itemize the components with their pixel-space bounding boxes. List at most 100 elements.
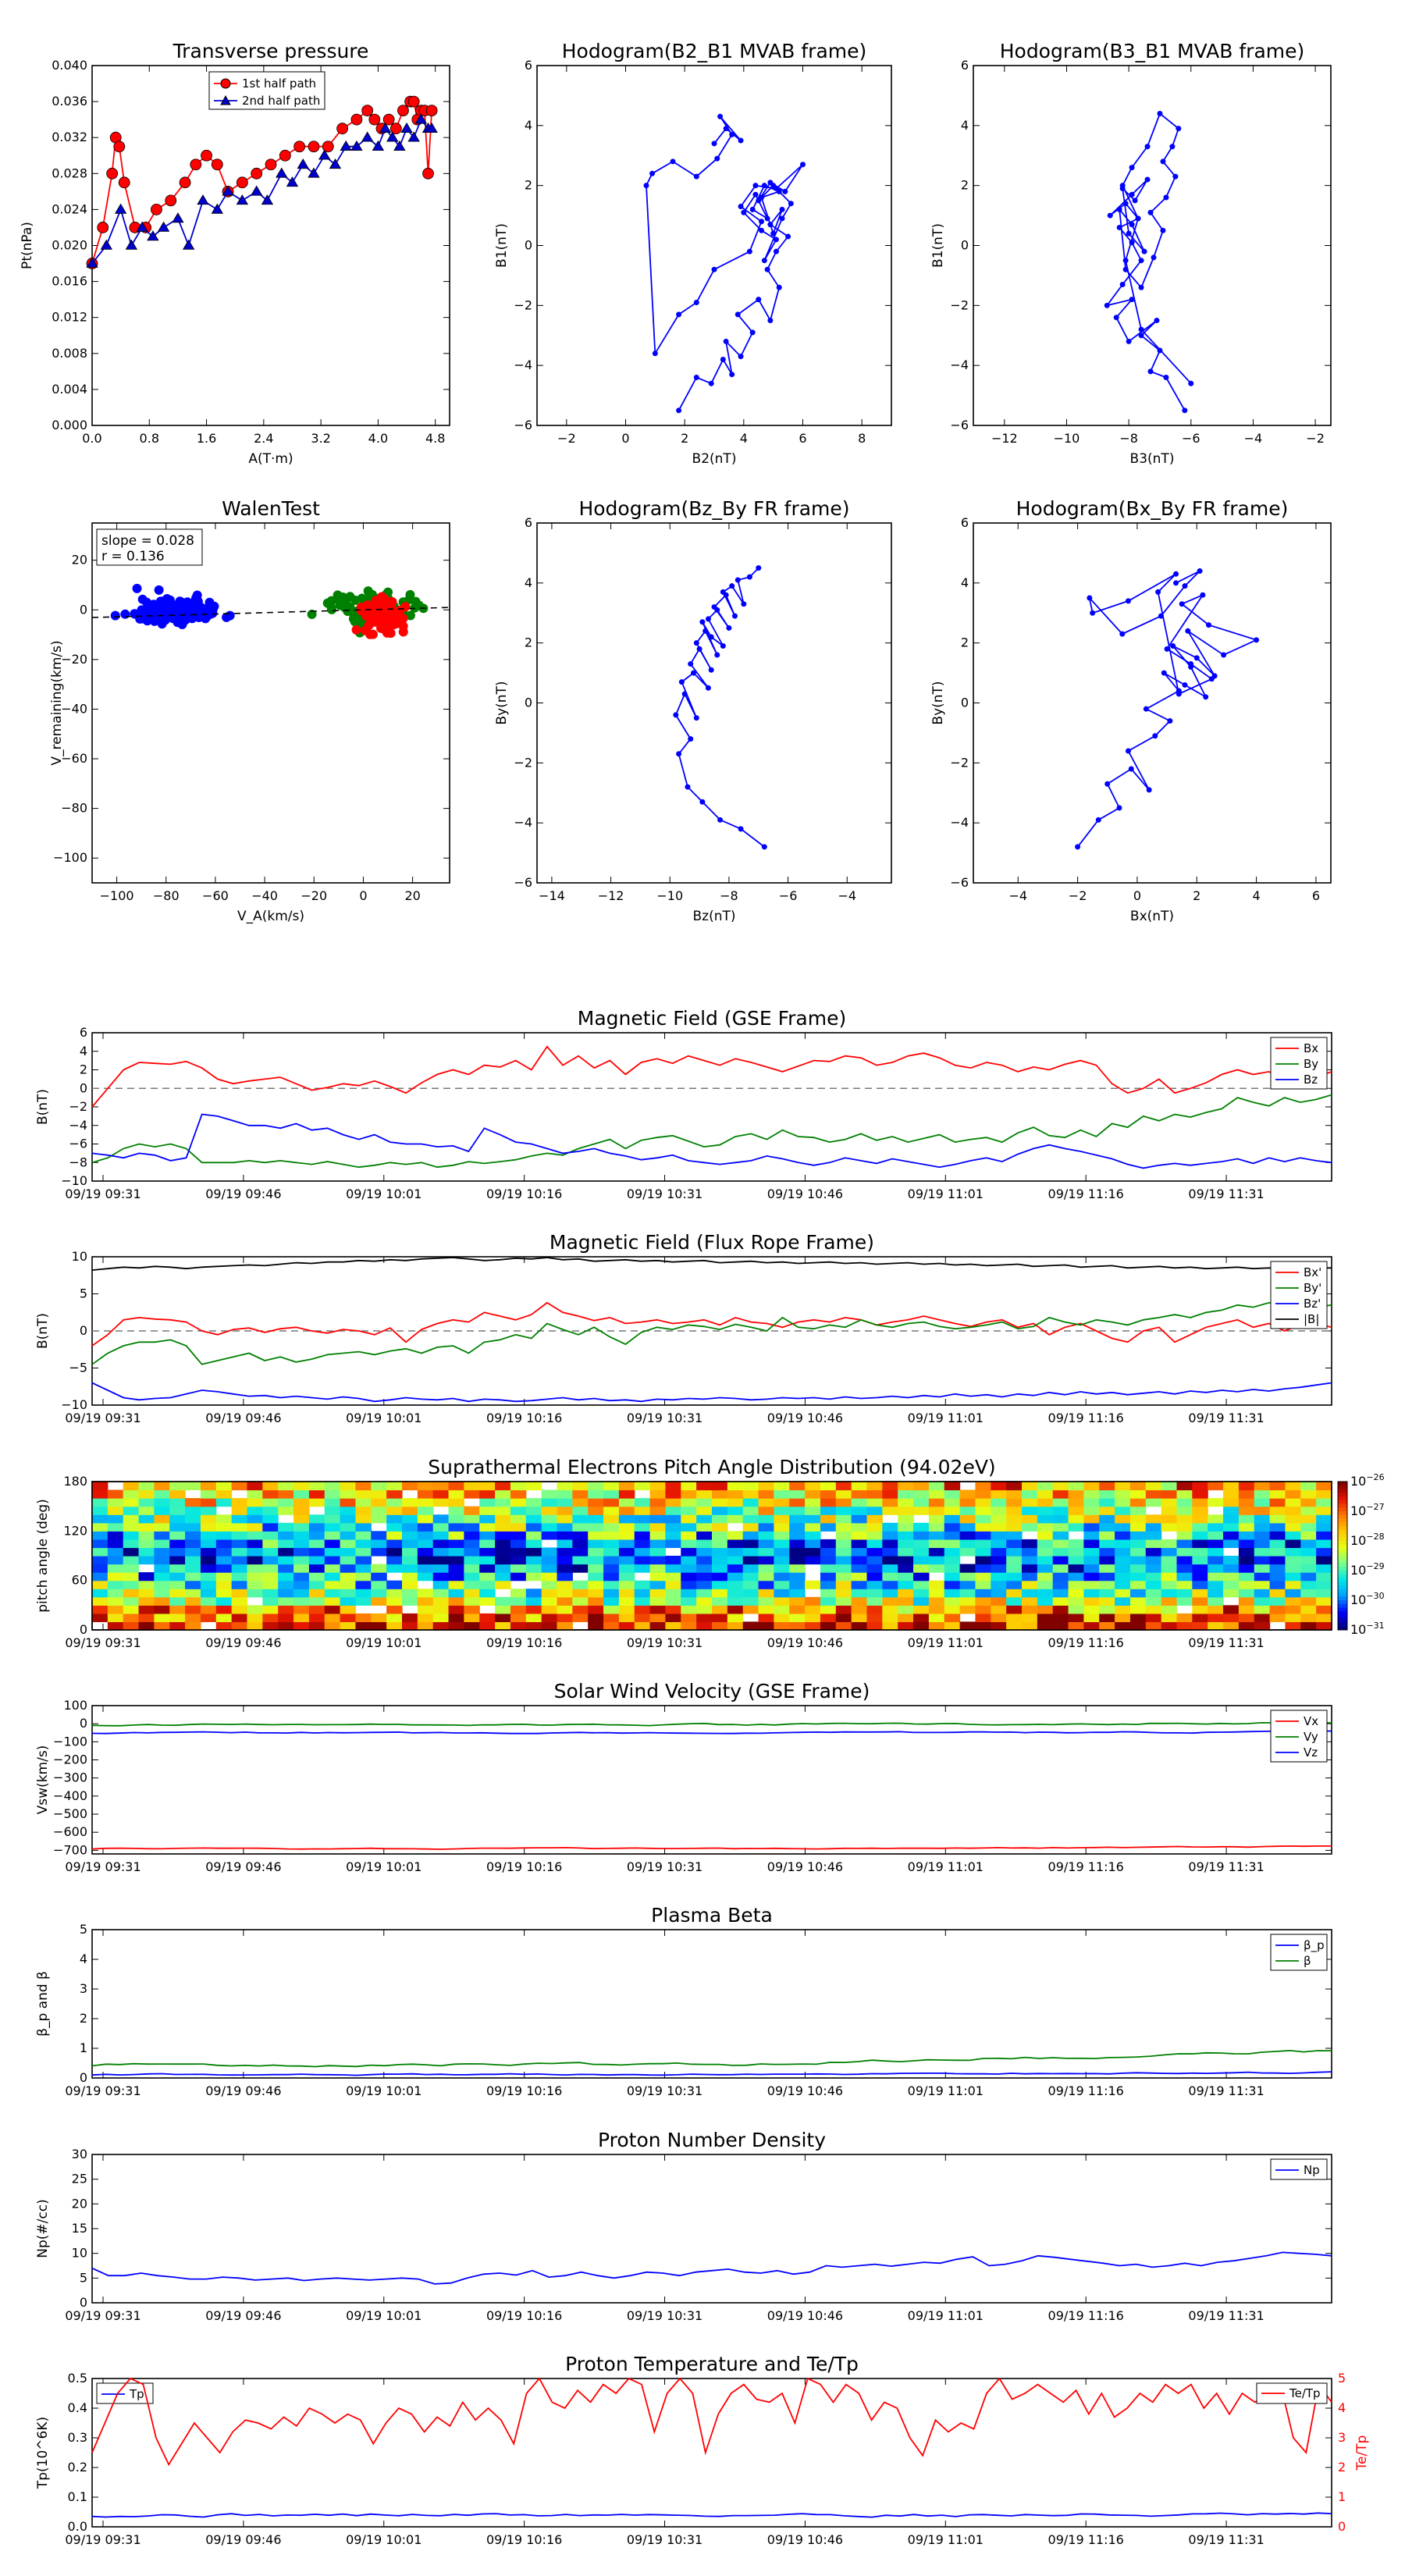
heatmap-cell: [649, 1482, 667, 1491]
heatmap-cell: [742, 1522, 759, 1532]
heatmap-cell: [866, 1514, 883, 1524]
data-point: [110, 610, 120, 621]
data-point: [1144, 176, 1151, 183]
data-point: [764, 215, 770, 222]
heatmap-cell: [107, 1580, 124, 1589]
heatmap-cell: [649, 1522, 667, 1532]
heatmap-cell: [123, 1506, 140, 1515]
heatmap-cell: [355, 1547, 372, 1557]
heatmap-cell: [712, 1482, 728, 1491]
heatmap-cell: [649, 1621, 667, 1631]
x-tick-label: 09/19 11:16: [1048, 2083, 1124, 2098]
heatmap-cell: [371, 1621, 387, 1631]
heatmap-cell: [525, 1482, 542, 1491]
heatmap-cell: [944, 1613, 961, 1623]
heatmap-cell: [107, 1605, 124, 1614]
heatmap-cell: [308, 1522, 325, 1532]
heatmap-cell: [123, 1498, 140, 1507]
heatmap-cell: [324, 1572, 341, 1582]
heatmap-cell: [1145, 1613, 1162, 1623]
heatmap-cell: [882, 1506, 898, 1515]
heatmap-cell: [510, 1605, 527, 1614]
heatmap-cell: [866, 1572, 883, 1582]
heatmap-cell: [1115, 1498, 1131, 1507]
colorbar-segment: [1338, 1600, 1347, 1605]
heatmap-cell: [154, 1482, 170, 1491]
heatmap-cell: [495, 1564, 511, 1573]
heatmap-cell: [247, 1498, 263, 1507]
data-point: [699, 799, 706, 805]
heatmap-cell: [588, 1531, 604, 1540]
heatmap-cell: [1022, 1489, 1038, 1499]
heatmap-cell: [479, 1572, 496, 1582]
heatmap-cell: [928, 1522, 945, 1532]
heatmap-cell: [525, 1531, 542, 1540]
data-point: [759, 227, 765, 233]
heatmap-cell: [123, 1531, 140, 1540]
heatmap-cell: [618, 1621, 635, 1631]
heatmap-cell: [495, 1522, 511, 1532]
heatmap-cell: [557, 1522, 573, 1532]
heatmap-cell: [1099, 1531, 1115, 1540]
heatmap-cell: [1208, 1482, 1224, 1491]
heatmap-cell: [991, 1539, 1007, 1549]
legend-label: Bz': [1304, 1297, 1321, 1311]
heatmap-cell: [851, 1572, 868, 1582]
heatmap-cell: [1316, 1539, 1332, 1549]
heatmap-cell: [417, 1489, 434, 1499]
heatmap-cell: [417, 1514, 434, 1524]
heatmap-cell: [1192, 1589, 1208, 1598]
heatmap-cell: [1254, 1589, 1271, 1598]
heatmap-cell: [278, 1522, 294, 1532]
heatmap-cell: [355, 1556, 372, 1565]
x-tick-label: −4: [1244, 431, 1263, 446]
y-tick-label: 0: [525, 238, 532, 253]
heatmap-cell: [898, 1514, 914, 1524]
heatmap-cell: [1115, 1596, 1131, 1606]
heatmap-cell: [448, 1506, 464, 1515]
heatmap-cell: [835, 1580, 852, 1589]
heatmap-cell: [1052, 1596, 1069, 1606]
y-tick-label: 0.5: [68, 2371, 87, 2386]
heatmap-cell: [975, 1556, 991, 1565]
heatmap-cell: [525, 1539, 542, 1549]
heatmap-cell: [495, 1489, 511, 1499]
x-tick-label: 09/19 11:01: [908, 1635, 984, 1650]
heatmap-cell: [805, 1547, 821, 1557]
data-point: [389, 123, 402, 135]
heatmap-cell: [1208, 1547, 1224, 1557]
heatmap-cell: [944, 1580, 961, 1589]
heatmap-cell: [340, 1489, 357, 1499]
data-point: [691, 670, 697, 676]
x-tick-label: 1.6: [197, 431, 216, 446]
x-tick-label: 09/19 10:01: [346, 2532, 422, 2547]
heatmap-cell: [758, 1489, 774, 1499]
heatmap-cell: [308, 1498, 325, 1507]
heatmap-cell: [835, 1498, 852, 1507]
heatmap-cell: [308, 1531, 325, 1540]
heatmap-cell: [1176, 1564, 1193, 1573]
data-point: [1138, 326, 1144, 333]
heatmap-cell: [588, 1580, 604, 1589]
heatmap-cell: [1316, 1580, 1332, 1589]
heatmap-cell: [727, 1621, 744, 1631]
heatmap-cell: [495, 1498, 511, 1507]
data-point: [1170, 643, 1176, 649]
heatmap-cell: [1238, 1547, 1255, 1557]
heatmap-cell: [1068, 1489, 1084, 1499]
heatmap-cell: [1006, 1596, 1023, 1606]
heatmap-cell: [851, 1621, 868, 1631]
heatmap-cell: [293, 1613, 310, 1623]
heatmap-cell: [432, 1605, 450, 1614]
heatmap-cell: [649, 1605, 667, 1614]
heatmap-cell: [92, 1613, 108, 1623]
heatmap-cell: [789, 1506, 806, 1515]
heatmap-cell: [603, 1498, 620, 1507]
data-point: [379, 122, 392, 133]
heatmap-cell: [975, 1547, 991, 1557]
heatmap-cell: [1285, 1621, 1301, 1631]
y-axis-label: B1(nT): [494, 223, 510, 268]
heatmap-cell: [588, 1498, 604, 1507]
y-tick-label: 1: [80, 2041, 87, 2055]
heatmap-cell: [185, 1531, 201, 1540]
